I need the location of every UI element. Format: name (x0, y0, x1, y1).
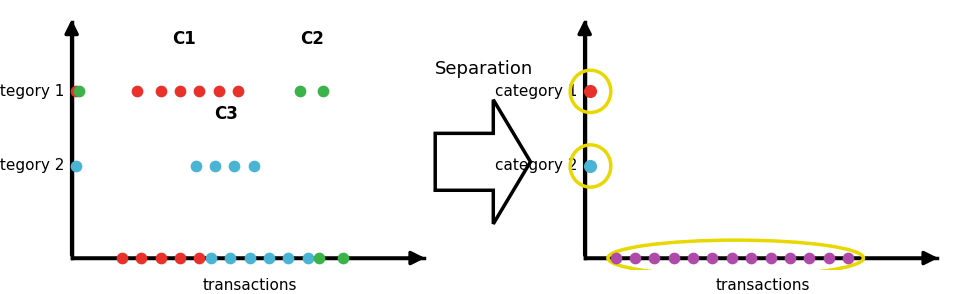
Point (246, 164, 261, 168)
Point (72, 89, 87, 94)
Point (188, 164, 203, 168)
Point (802, 256, 817, 260)
Point (647, 256, 662, 260)
Point (261, 256, 277, 260)
Point (300, 256, 316, 260)
Point (227, 164, 242, 168)
Point (782, 256, 798, 260)
Point (685, 256, 701, 260)
Point (608, 256, 623, 260)
Text: category 1: category 1 (495, 84, 577, 99)
Point (114, 256, 130, 260)
Point (583, 164, 598, 168)
Point (153, 89, 168, 94)
Text: transactions: transactions (715, 278, 810, 293)
Text: C2: C2 (300, 30, 323, 48)
Point (153, 256, 168, 260)
Point (335, 256, 350, 260)
Point (172, 89, 188, 94)
Point (724, 256, 740, 260)
Point (172, 256, 188, 260)
Text: C3: C3 (215, 105, 238, 123)
Point (840, 256, 856, 260)
Point (583, 89, 598, 94)
Point (223, 256, 238, 260)
Point (292, 89, 308, 94)
Point (312, 256, 327, 260)
Point (134, 256, 149, 260)
Point (130, 89, 145, 94)
Point (211, 89, 227, 94)
Point (821, 256, 836, 260)
Point (316, 89, 331, 94)
Point (68, 164, 83, 168)
Point (192, 89, 207, 94)
Point (627, 256, 643, 260)
Point (203, 256, 219, 260)
Point (705, 256, 720, 260)
Point (743, 256, 759, 260)
Text: transactions: transactions (202, 278, 297, 293)
Point (230, 89, 246, 94)
Point (281, 256, 296, 260)
Text: category 2: category 2 (0, 158, 64, 173)
Text: category 2: category 2 (495, 158, 577, 173)
Text: category 1: category 1 (0, 84, 64, 99)
Point (68, 89, 83, 94)
FancyArrow shape (436, 100, 530, 224)
Point (207, 164, 223, 168)
Point (763, 256, 778, 260)
Text: C1: C1 (172, 30, 196, 48)
Point (192, 256, 207, 260)
Point (666, 256, 681, 260)
Text: Separation: Separation (435, 60, 533, 78)
Point (242, 256, 257, 260)
